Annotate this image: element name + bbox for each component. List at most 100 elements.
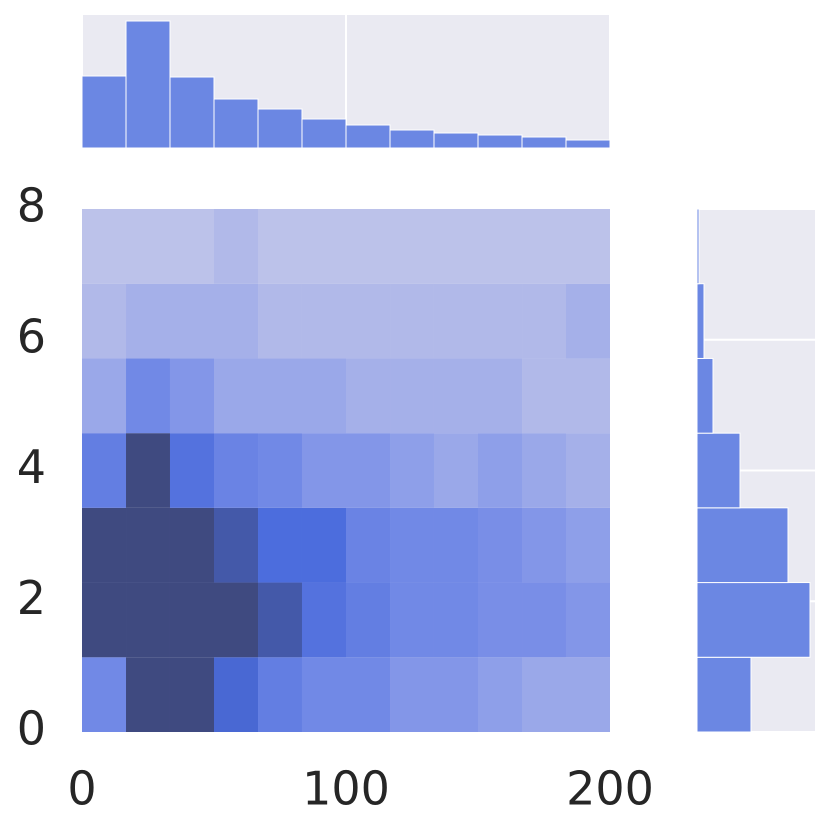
heat-cell: [82, 209, 127, 284]
heat-cell: [301, 657, 346, 732]
heat-cell: [258, 283, 302, 359]
heat-cell: [565, 657, 610, 732]
heat-cell: [478, 507, 523, 583]
heat-cell: [214, 507, 259, 583]
heat-cell: [522, 507, 566, 583]
y-tick-label: 6: [17, 309, 46, 363]
heat-cell: [126, 209, 170, 284]
heat-cell: [126, 433, 170, 508]
heat-cell: [433, 507, 478, 583]
heat-cell: [478, 582, 523, 658]
heat-cell: [258, 507, 302, 583]
heat-cell: [126, 507, 170, 583]
heat-cell: [346, 283, 391, 359]
heat-cell: [390, 657, 434, 732]
heat-cell: [433, 209, 478, 284]
heat-cell: [390, 358, 434, 434]
heat-cell: [301, 507, 346, 583]
heat-cell: [214, 209, 259, 284]
heat-cell: [522, 433, 566, 508]
top-hist-bar: [125, 20, 171, 149]
heat-cell: [390, 209, 434, 284]
top-hist-bar: [301, 118, 347, 149]
heat-cell: [390, 283, 434, 359]
right-hist-bar: [696, 507, 789, 584]
heat-cell: [478, 358, 523, 434]
heat-cell: [169, 507, 214, 583]
heat-cell: [82, 433, 127, 508]
heat-cell: [169, 209, 214, 284]
heat-cell: [478, 209, 523, 284]
heat-cell: [82, 283, 127, 359]
heat-cell: [346, 582, 391, 658]
heat-cell: [346, 209, 391, 284]
heat-cell: [522, 582, 566, 658]
heat-cell: [301, 209, 346, 284]
heat-cell: [258, 358, 302, 434]
heat-cell: [522, 209, 566, 284]
heat-cell: [126, 283, 170, 359]
heat-cell: [169, 283, 214, 359]
heat-cell: [82, 358, 127, 434]
top-hist-bar: [521, 136, 567, 149]
heat-cell: [82, 507, 127, 583]
top-hist-bar: [389, 129, 435, 149]
heat-cell: [346, 507, 391, 583]
heat-cell: [301, 358, 346, 434]
top-hist-bar: [257, 108, 303, 149]
heat-cell: [433, 433, 478, 508]
heat-cell: [522, 283, 566, 359]
heat-cell: [258, 209, 302, 284]
top-hist-bar: [477, 134, 523, 149]
y-tick-label: 8: [17, 179, 46, 233]
heat-cell: [346, 433, 391, 508]
top-hist-bar: [345, 124, 391, 149]
right-hist-bar: [696, 208, 700, 285]
x-tick-label: 200: [566, 762, 654, 816]
heat-cell: [301, 283, 346, 359]
heat-cell: [169, 582, 214, 658]
heat-cell: [214, 283, 259, 359]
heat-cell: [301, 433, 346, 508]
heat-cell: [258, 582, 302, 658]
top-hist-bar: [169, 76, 215, 149]
heat-cell: [214, 433, 259, 508]
heat-cell: [126, 358, 170, 434]
heat-cell: [565, 582, 610, 658]
heat-cell: [433, 358, 478, 434]
heat-cell: [126, 582, 170, 658]
heat-cell: [390, 507, 434, 583]
heat-cell: [346, 358, 391, 434]
heat-cell: [522, 657, 566, 732]
heat-cell: [214, 582, 259, 658]
x-tick-label: 0: [67, 762, 96, 816]
heat-cell: [126, 657, 170, 732]
heat-cell: [258, 433, 302, 508]
heat-cell: [82, 657, 127, 732]
heat-cell: [565, 283, 610, 359]
heat-cell: [433, 283, 478, 359]
heat-cell: [390, 433, 434, 508]
heat-cell: [301, 582, 346, 658]
heat-cell: [390, 582, 434, 658]
y-tick-label: 4: [17, 440, 46, 494]
right-hist-bar: [696, 656, 752, 733]
top-hist-bar: [81, 75, 127, 149]
heat-cell: [433, 582, 478, 658]
heat-cell: [478, 433, 523, 508]
heat-cell: [565, 209, 610, 284]
heat-cell: [478, 657, 523, 732]
y-tick-label: 0: [17, 702, 46, 756]
heat-cell: [214, 358, 259, 434]
heat-cell: [346, 657, 391, 732]
heat-cell: [169, 358, 214, 434]
heat-cell: [565, 358, 610, 434]
heat-cell: [565, 507, 610, 583]
heat-cell: [169, 433, 214, 508]
heat-cell: [522, 358, 566, 434]
right-hist-bar: [696, 283, 705, 359]
heat-cell: [478, 283, 523, 359]
heat-cell: [565, 433, 610, 508]
heat-cell: [169, 657, 214, 732]
